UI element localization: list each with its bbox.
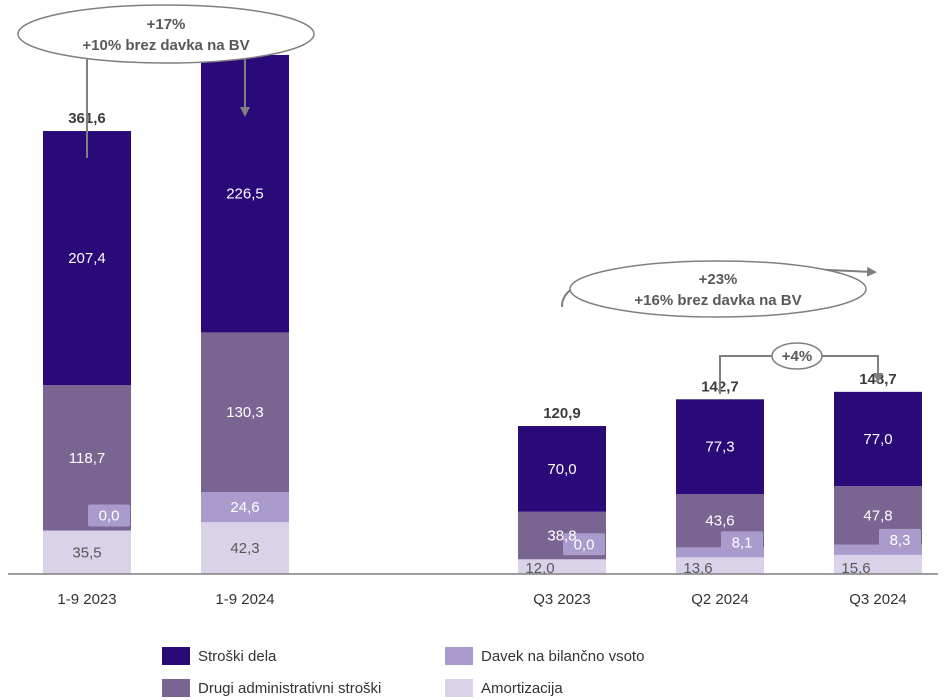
bar-1-9-2024-amortizacija (201, 522, 289, 574)
bar-1-9-2023-stroski-dela (43, 131, 131, 386)
bar-q3-2023-stroski-dela (518, 426, 606, 512)
legend-item-amortizacija: Amortizacija (445, 679, 563, 697)
legend-swatch-davek (445, 647, 473, 665)
legend-swatch-drugi (162, 679, 190, 697)
label-q3-2024-stroski-dela: 77,0 (863, 431, 892, 448)
legend-swatch-amortizacija (445, 679, 473, 697)
legend-item-drugi: Drugi administrativni stroški (162, 679, 381, 697)
bar-q3-2024-amortizacija (834, 554, 922, 574)
ytd-growth-line2: +10% brez davka na BV (82, 37, 249, 54)
legend-label-davek: Davek na bilančno vsoto (481, 648, 644, 665)
label-q3-2024-amortizacija: 15,6 (841, 560, 870, 577)
label-1-9-2024-davek-na-bilancno-vsoto: 24,6 (230, 499, 259, 516)
qoq-growth-text: +4% (782, 348, 812, 365)
label-q3-2023-davek-na-bilancno-vsoto: 0,0 (574, 536, 595, 553)
category-1-9-2024: 1-9 2024 (215, 591, 274, 608)
label-q2-2024-amortizacija: 13,6 (683, 560, 712, 577)
legend-item-stroski-dela: Stroški dela (162, 647, 277, 665)
label-box-q3-2023-davek-na-bilancno-vsoto (563, 533, 605, 556)
ytd-growth-annotation: +17% +10% brez davka na BV (17, 4, 315, 158)
label-1-9-2023-stroski-dela: 207,4 (68, 250, 106, 267)
qoq-ellipse (771, 342, 823, 370)
bar-1-9-2023-amortizacija (43, 530, 131, 574)
q3-ellipse (569, 260, 867, 318)
category-q2-2024: Q2 2024 (691, 591, 749, 608)
label-q2-2024-davek-na-bilancno-vsoto: 8,1 (732, 534, 753, 551)
category-1-9-2023: 1-9 2023 (57, 591, 116, 608)
label-box-1-9-2023-davek-na-bilancno-vsoto (88, 504, 130, 527)
bars-group: 35,5 0,0 118,7 207,4 42,3 24,6 130,3 226,5 12,0 0… (43, 54, 922, 577)
label-q3-2023-drugi-administrativni-stroski: 38,8 (547, 528, 576, 545)
legend: Stroški dela Davek na bilančno vsoto Dru… (162, 647, 644, 697)
category-labels-group: 1-9 2023 1-9 2024 Q3 2023 Q2 2024 Q3 2024 (57, 591, 906, 608)
label-q3-2024-davek-na-bilancno-vsoto: 8,3 (890, 532, 911, 549)
label-1-9-2023-amortizacija: 35,5 (72, 544, 101, 561)
total-q3-2023: 120,9 (543, 405, 581, 422)
bar-q2-2024-davek-na-bilancno-vsoto (676, 547, 764, 558)
bar-q2-2024-stroski-dela (676, 399, 764, 495)
label-q2-2024-stroski-dela: 77,3 (705, 439, 734, 456)
ytd-ellipse (17, 4, 315, 64)
bar-q3-2024-davek-na-bilancno-vsoto (834, 544, 922, 555)
label-1-9-2023-davek-na-bilancno-vsoto: 0,0 (99, 508, 120, 525)
bar-q3-2023-amortizacija (518, 559, 606, 574)
label-box-q2-2024-davek-na-bilancno-vsoto (721, 531, 763, 554)
label-1-9-2024-stroski-dela: 226,5 (226, 186, 264, 203)
category-q3-2023: Q3 2023 (533, 591, 591, 608)
q3-growth-line1: +23% (699, 271, 738, 288)
category-q3-2024: Q3 2024 (849, 591, 907, 608)
q3-growth-annotation: +23% +16% brez davka na BV (560, 260, 877, 318)
bar-q2-2024-amortizacija (676, 557, 764, 574)
legend-item-davek: Davek na bilančno vsoto (445, 647, 644, 665)
legend-swatch-stroski-dela (162, 647, 190, 665)
legend-label-amortizacija: Amortizacija (481, 680, 563, 697)
label-q2-2024-drugi-administrativni-stroski: 43,6 (705, 513, 734, 530)
bar-1-9-2024-drugi-administrativni-stroski (201, 332, 289, 493)
label-box-q3-2024-davek-na-bilancno-vsoto (879, 528, 921, 551)
label-q3-2023-stroski-dela: 70,0 (547, 461, 576, 478)
legend-label-drugi: Drugi administrativni stroški (198, 680, 381, 697)
bar-1-9-2024-davek-na-bilancno-vsoto (201, 492, 289, 523)
bar-q3-2024-stroski-dela (834, 391, 922, 487)
label-q3-2024-drugi-administrativni-stroski: 47,8 (863, 507, 892, 524)
ytd-growth-line1: +17% (147, 16, 186, 33)
label-1-9-2024-drugi-administrativni-stroski: 130,3 (226, 404, 264, 421)
qoq-growth-annotation: +4% (719, 342, 883, 394)
label-1-9-2023-drugi-administrativni-stroski: 118,7 (69, 450, 105, 467)
label-q3-2023-amortizacija: 12,0 (525, 560, 554, 577)
q3-growth-line2: +16% brez davka na BV (634, 292, 801, 309)
legend-label-stroski-dela: Stroški dela (198, 648, 277, 665)
label-1-9-2024-amortizacija: 42,3 (230, 540, 259, 557)
